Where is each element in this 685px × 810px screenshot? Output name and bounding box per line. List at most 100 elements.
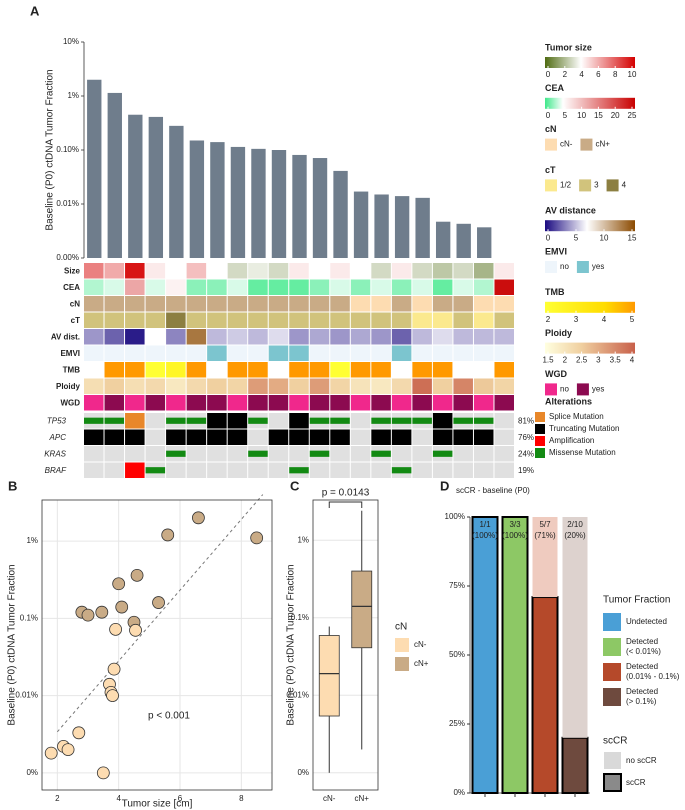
point (250, 531, 264, 545)
legend-title: CEA (545, 83, 565, 93)
track-cell (453, 329, 473, 345)
legend-swatch (603, 773, 622, 792)
bar (374, 194, 389, 258)
track-cell (330, 362, 350, 378)
track-cell (104, 296, 125, 312)
legend-tick-label: 4 (579, 70, 584, 79)
track-cell (473, 362, 494, 378)
track-cell (125, 296, 145, 312)
bar-segment (531, 596, 559, 794)
track-cell (289, 329, 309, 345)
track-cell (145, 296, 166, 312)
legend-title: cN (395, 622, 407, 633)
legend-tick-label: 6 (596, 70, 601, 79)
track-cell (391, 279, 412, 295)
legend-title: Ploidy (545, 328, 572, 338)
legend-tick-label: 0 (546, 111, 551, 120)
legend-label: cN- (560, 140, 573, 149)
legend-title: AV distance (545, 206, 596, 216)
bar (353, 191, 369, 258)
legend-tick-label: 5 (574, 233, 579, 242)
legend-label: cN- (414, 640, 427, 649)
alteration (371, 450, 391, 457)
bar (189, 140, 205, 258)
track-cell (248, 312, 268, 328)
legend-label: (> 0.1%) (626, 697, 657, 706)
track-cell (330, 329, 350, 345)
alteration-background (289, 446, 309, 462)
track-cell (268, 345, 289, 361)
alteration-background (166, 462, 186, 478)
legend-swatch (604, 752, 621, 769)
track-cell (227, 345, 248, 361)
track-cell (473, 395, 494, 411)
alteration (186, 417, 207, 424)
bar (251, 148, 266, 258)
track-cell (289, 312, 309, 328)
alteration-background (248, 462, 268, 478)
legend-title: WGD (545, 369, 567, 379)
y-tick-label: 0.1% (291, 613, 309, 622)
gene-percent: 76% (518, 433, 534, 442)
bar-value-label: (100%) (502, 531, 528, 540)
track-cell (350, 279, 371, 295)
track-cell (268, 263, 289, 279)
track-cell (350, 296, 371, 312)
track-cell (248, 345, 268, 361)
alteration (289, 467, 309, 474)
y-tick-label: 1% (297, 535, 309, 544)
alteration (309, 417, 330, 424)
alteration-background (268, 462, 289, 478)
track-label: Size (64, 266, 81, 275)
legend-label: 3 (594, 181, 599, 190)
y-tick-label: 1% (26, 536, 38, 545)
track-cell (473, 263, 494, 279)
alteration-background (268, 413, 289, 429)
track-cell (473, 296, 494, 312)
legend-swatch (576, 261, 589, 273)
alteration (166, 450, 186, 457)
legend-label: (0.01% - 0.1%) (626, 672, 680, 681)
track-cell (494, 312, 514, 328)
legend-tick-label: 8 (613, 70, 618, 79)
track-cell (494, 296, 514, 312)
track-cell (84, 279, 104, 295)
legend-tick-label: 3.5 (610, 356, 622, 365)
legend-swatch (545, 138, 557, 151)
alteration (125, 462, 145, 478)
track-cell (145, 362, 166, 378)
legend-label: cN+ (595, 140, 610, 149)
bar-segment (562, 517, 588, 738)
track-cell (166, 378, 186, 394)
track-cell (432, 345, 453, 361)
alteration (227, 429, 248, 445)
legend-label: Amplification (549, 436, 594, 445)
legend-gradient (545, 97, 635, 109)
alteration (473, 429, 494, 445)
track-cell (432, 395, 453, 411)
track-cell (432, 312, 453, 328)
track-cell (125, 395, 145, 411)
track-cell (248, 395, 268, 411)
alteration (391, 417, 412, 424)
bar-segment (471, 516, 499, 794)
alteration (391, 429, 412, 445)
chart-title: scCR - baseline (P0) (456, 486, 530, 495)
y-tick-label: 0.10% (56, 145, 79, 154)
track-cell (371, 312, 391, 328)
legend-label: no (560, 385, 569, 394)
box (351, 570, 373, 649)
track-cell (207, 279, 227, 295)
track-cell (309, 263, 330, 279)
track-cell (186, 395, 207, 411)
alteration-background (412, 462, 432, 478)
track-cell (350, 345, 371, 361)
gene-percent: 19% (518, 466, 534, 475)
legend-title: TMB (545, 287, 565, 297)
x-tick-label: 2 (55, 794, 60, 803)
alteration-background (350, 446, 371, 462)
alteration-background (330, 446, 350, 462)
alteration-background (330, 462, 350, 478)
track-cell (330, 378, 350, 394)
y-tick-label: 100% (445, 512, 465, 521)
